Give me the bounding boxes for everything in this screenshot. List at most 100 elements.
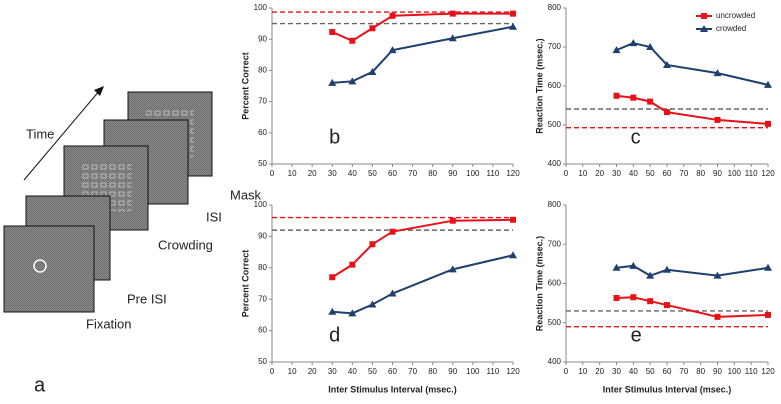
point	[663, 60, 671, 68]
x-axis-label: Inter Stimulus Interval (msec.)	[603, 384, 732, 394]
point	[368, 300, 377, 308]
point	[613, 295, 620, 302]
y-axis-label: Percent Correct	[240, 250, 250, 318]
y-tick-label: 800	[548, 200, 562, 209]
point	[449, 217, 456, 224]
y-tick-label: 70	[258, 97, 267, 106]
y-tick-label: 800	[548, 3, 562, 12]
series-line	[616, 42, 769, 86]
x-tick-label: 100	[728, 169, 742, 178]
chart: 400 500 600 700 800 0 10 20 30 40 50 60 70 80 90 100 110…	[534, 200, 775, 394]
fixation-circle	[33, 259, 47, 273]
x-tick-label: 30	[612, 367, 621, 376]
point	[713, 69, 722, 77]
point	[448, 265, 457, 273]
y-tick-label: 60	[258, 128, 267, 137]
point	[664, 302, 670, 309]
x-tick-label: 60	[388, 169, 397, 178]
time-arrow	[23, 89, 101, 181]
point	[389, 228, 396, 235]
x-tick-label: 10	[578, 169, 587, 178]
y-tick-label: 80	[258, 263, 267, 272]
y-tick-label: 100	[254, 3, 268, 12]
point	[663, 265, 671, 273]
series-line	[331, 12, 513, 42]
stimulus-diagram: Time Fixation Pre ISI Crowding ISI Mask …	[3, 86, 262, 396]
x-tick-label: 100	[728, 367, 742, 376]
x-tick-label: 120	[506, 169, 520, 178]
x-tick-label: 100	[466, 367, 480, 376]
x-tick-label: 10	[288, 367, 297, 376]
point	[368, 67, 377, 75]
chart: 400 500 600 700 800 0 10 20 30 40 50 60 70 80 90 100 110…	[534, 3, 775, 178]
x-tick-label: 60	[388, 367, 397, 376]
x-tick-label: 80	[428, 169, 437, 178]
x-tick-label: 50	[368, 169, 377, 178]
series-line	[331, 218, 514, 279]
point	[349, 37, 356, 44]
y-axis-label: Reaction Time (msec.)	[534, 236, 544, 331]
legend-label: crowded	[716, 24, 746, 33]
series-line	[616, 296, 769, 318]
y-tick-label: 50	[258, 357, 267, 366]
x-tick-label: 70	[679, 169, 688, 178]
x-tick-label: 50	[368, 367, 377, 376]
point	[664, 109, 670, 116]
point	[448, 34, 457, 42]
point	[713, 271, 722, 279]
point	[328, 307, 337, 315]
x-tick-label: 120	[761, 169, 775, 178]
panel-label: a	[34, 374, 46, 396]
frame-label: Fixation	[86, 316, 132, 331]
x-tick-label: 30	[328, 169, 337, 178]
chart: 50 60 70 80 90 100 0 10 20 30 40 50 60 70 80 90 100 110 12…	[240, 200, 520, 394]
x-tick-label: 110	[745, 169, 758, 178]
point	[388, 289, 397, 297]
point	[389, 12, 396, 19]
point	[646, 43, 655, 50]
y-tick-label: 600	[548, 81, 562, 90]
point	[510, 216, 516, 223]
x-tick-label: 30	[328, 367, 337, 376]
time-label: Time	[26, 126, 54, 141]
x-tick-label: 40	[629, 367, 638, 376]
frame-label: Pre ISI	[127, 291, 167, 306]
x-tick-label: 20	[595, 367, 604, 376]
panel-label: d	[329, 324, 340, 346]
y-tick-label: 50	[258, 159, 267, 168]
y-tick-label: 90	[258, 232, 267, 241]
series-line	[616, 264, 769, 277]
point	[349, 261, 356, 268]
x-tick-label: 30	[612, 169, 621, 178]
x-tick-label: 100	[466, 169, 480, 178]
x-tick-label: 20	[595, 169, 604, 178]
x-tick-label: 90	[448, 367, 457, 376]
point	[629, 261, 638, 269]
series-line	[332, 25, 514, 84]
point	[613, 92, 620, 99]
point	[647, 98, 654, 105]
x-tick-label: 120	[506, 367, 520, 376]
x-tick-label: 120	[761, 367, 775, 376]
x-tick-label: 10	[578, 367, 587, 376]
panel-label: e	[631, 324, 642, 346]
x-tick-label: 90	[713, 169, 722, 178]
y-tick-label: 100	[254, 200, 268, 209]
x-tick-label: 70	[408, 169, 417, 178]
x-tick-label: 40	[348, 367, 357, 376]
x-tick-label: 0	[564, 169, 569, 178]
y-tick-label: 90	[258, 34, 267, 43]
y-axis-label: Reaction Time (msec.)	[534, 38, 544, 133]
point	[329, 29, 336, 36]
x-tick-label: 80	[696, 169, 705, 178]
point	[388, 46, 397, 54]
x-axis-label: Inter Stimulus Interval (msec.)	[328, 384, 457, 394]
x-tick-label: 110	[487, 169, 500, 178]
chart: 50 60 70 80 90 100 0 10 20 30 40 50 60 70 80 90 100 110 12…	[240, 3, 520, 178]
point	[509, 22, 517, 30]
x-tick-label: 40	[629, 169, 638, 178]
legend-label: uncrowded	[716, 11, 755, 20]
x-tick-label: 0	[270, 367, 275, 376]
x-tick-label: 90	[448, 169, 457, 178]
y-tick-label: 400	[548, 159, 562, 168]
